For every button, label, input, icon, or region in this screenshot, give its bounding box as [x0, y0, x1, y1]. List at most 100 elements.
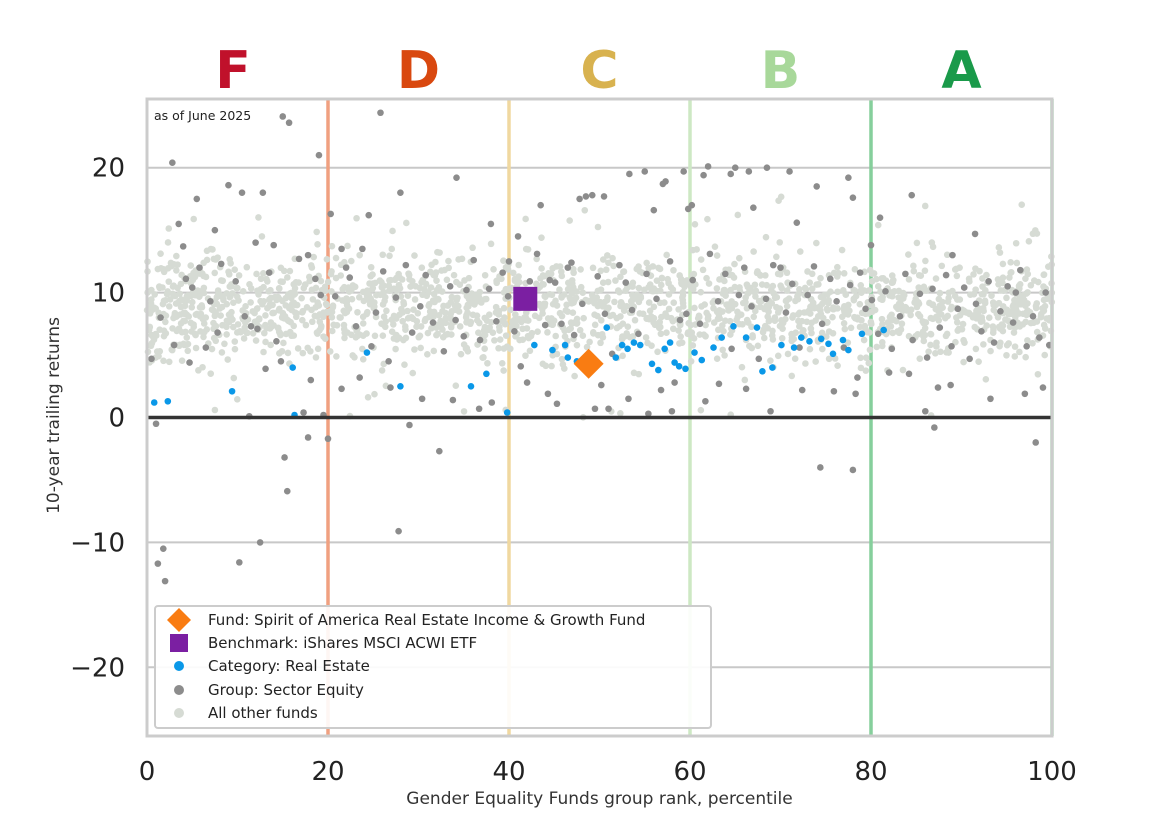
point-all-other-funds	[783, 269, 791, 277]
point-all-other-funds	[324, 278, 332, 286]
point-all-other-funds	[932, 349, 939, 357]
point-all-other-funds	[888, 316, 896, 324]
point-all-other-funds	[995, 244, 1003, 251]
point-sector-equity	[908, 191, 916, 199]
point-all-other-funds	[920, 319, 928, 327]
point-all-other-funds	[567, 325, 574, 332]
point-real-estate	[618, 341, 626, 349]
point-real-estate	[164, 397, 172, 405]
point-all-other-funds	[404, 292, 412, 299]
point-all-other-funds	[410, 306, 417, 314]
point-all-other-funds	[212, 256, 220, 263]
point-all-other-funds	[556, 309, 564, 317]
point-all-other-funds	[888, 272, 896, 279]
point-all-other-funds	[655, 264, 662, 272]
point-all-other-funds	[878, 342, 886, 350]
point-all-other-funds	[819, 345, 826, 353]
point-all-other-funds	[364, 393, 372, 401]
point-all-other-funds	[953, 272, 961, 280]
point-all-other-funds	[979, 317, 986, 325]
point-sector-equity	[514, 233, 522, 240]
point-all-other-funds	[343, 295, 350, 302]
point-all-other-funds	[1002, 316, 1009, 323]
point-all-other-funds	[275, 307, 283, 314]
point-all-other-funds	[404, 307, 411, 315]
point-all-other-funds	[741, 376, 749, 384]
point-all-other-funds	[1034, 370, 1042, 378]
point-all-other-funds	[927, 341, 934, 349]
point-sector-equity	[446, 283, 454, 290]
point-all-other-funds	[642, 334, 650, 341]
point-real-estate	[790, 344, 798, 351]
point-all-other-funds	[208, 345, 216, 353]
point-all-other-funds	[620, 268, 627, 276]
point-all-other-funds	[255, 316, 263, 323]
point-all-other-funds	[728, 304, 736, 312]
point-sector-equity	[1004, 283, 1011, 290]
point-sector-equity	[504, 293, 512, 300]
point-all-other-funds	[395, 270, 402, 278]
point-all-other-funds	[840, 319, 848, 327]
point-all-other-funds	[773, 294, 781, 301]
point-all-other-funds	[921, 202, 929, 210]
grade-label: F	[215, 41, 251, 101]
point-all-other-funds	[507, 306, 514, 314]
point-sector-equity	[238, 189, 246, 196]
point-real-estate	[829, 350, 837, 358]
point-all-other-funds	[817, 274, 824, 282]
point-sector-equity	[591, 405, 599, 413]
point-all-other-funds	[593, 294, 601, 301]
point-all-other-funds	[1007, 310, 1015, 318]
point-all-other-funds	[164, 239, 172, 246]
point-all-other-funds	[379, 251, 387, 259]
point-all-other-funds	[203, 247, 211, 255]
point-all-other-funds	[434, 295, 442, 303]
point-sector-equity	[1023, 343, 1030, 350]
point-sector-equity	[641, 168, 649, 175]
point-all-other-funds	[227, 259, 234, 267]
point-sector-equity	[909, 336, 916, 344]
point-all-other-funds	[378, 367, 386, 374]
point-all-other-funds	[162, 318, 169, 326]
point-all-other-funds	[731, 283, 739, 291]
point-all-other-funds	[936, 289, 944, 297]
point-all-other-funds	[408, 313, 415, 321]
point-sector-equity	[196, 264, 203, 271]
point-all-other-funds	[999, 279, 1006, 287]
point-all-other-funds	[1010, 329, 1018, 336]
point-all-other-funds	[654, 348, 661, 356]
point-all-other-funds	[219, 277, 227, 285]
point-all-other-funds	[471, 301, 478, 308]
point-all-other-funds	[817, 293, 825, 301]
point-sector-equity	[463, 286, 470, 294]
point-all-other-funds	[434, 248, 441, 256]
point-all-other-funds	[481, 271, 489, 279]
point-sector-equity	[650, 206, 658, 214]
point-all-other-funds	[765, 316, 773, 324]
point-all-other-funds	[644, 339, 651, 347]
point-all-other-funds	[260, 283, 267, 291]
point-sector-equity	[175, 220, 182, 228]
point-sector-equity	[270, 241, 278, 249]
point-all-other-funds	[509, 269, 517, 277]
point-all-other-funds	[507, 345, 514, 353]
point-all-other-funds	[580, 314, 587, 322]
legend-marker	[174, 685, 184, 695]
point-all-other-funds	[240, 335, 248, 342]
point-all-other-funds	[974, 309, 982, 316]
point-sector-equity	[152, 420, 160, 428]
point-real-estate	[624, 345, 631, 353]
point-all-other-funds	[899, 366, 907, 374]
point-all-other-funds	[687, 357, 695, 365]
point-sector-equity	[978, 328, 985, 335]
point-all-other-funds	[463, 304, 470, 312]
point-all-other-funds	[368, 286, 376, 293]
point-all-other-funds	[573, 341, 581, 349]
point-all-other-funds	[597, 267, 605, 275]
point-all-other-funds	[969, 313, 977, 321]
point-all-other-funds	[929, 315, 937, 323]
point-sector-equity	[186, 359, 193, 366]
point-all-other-funds	[234, 284, 241, 292]
point-all-other-funds	[379, 332, 387, 339]
